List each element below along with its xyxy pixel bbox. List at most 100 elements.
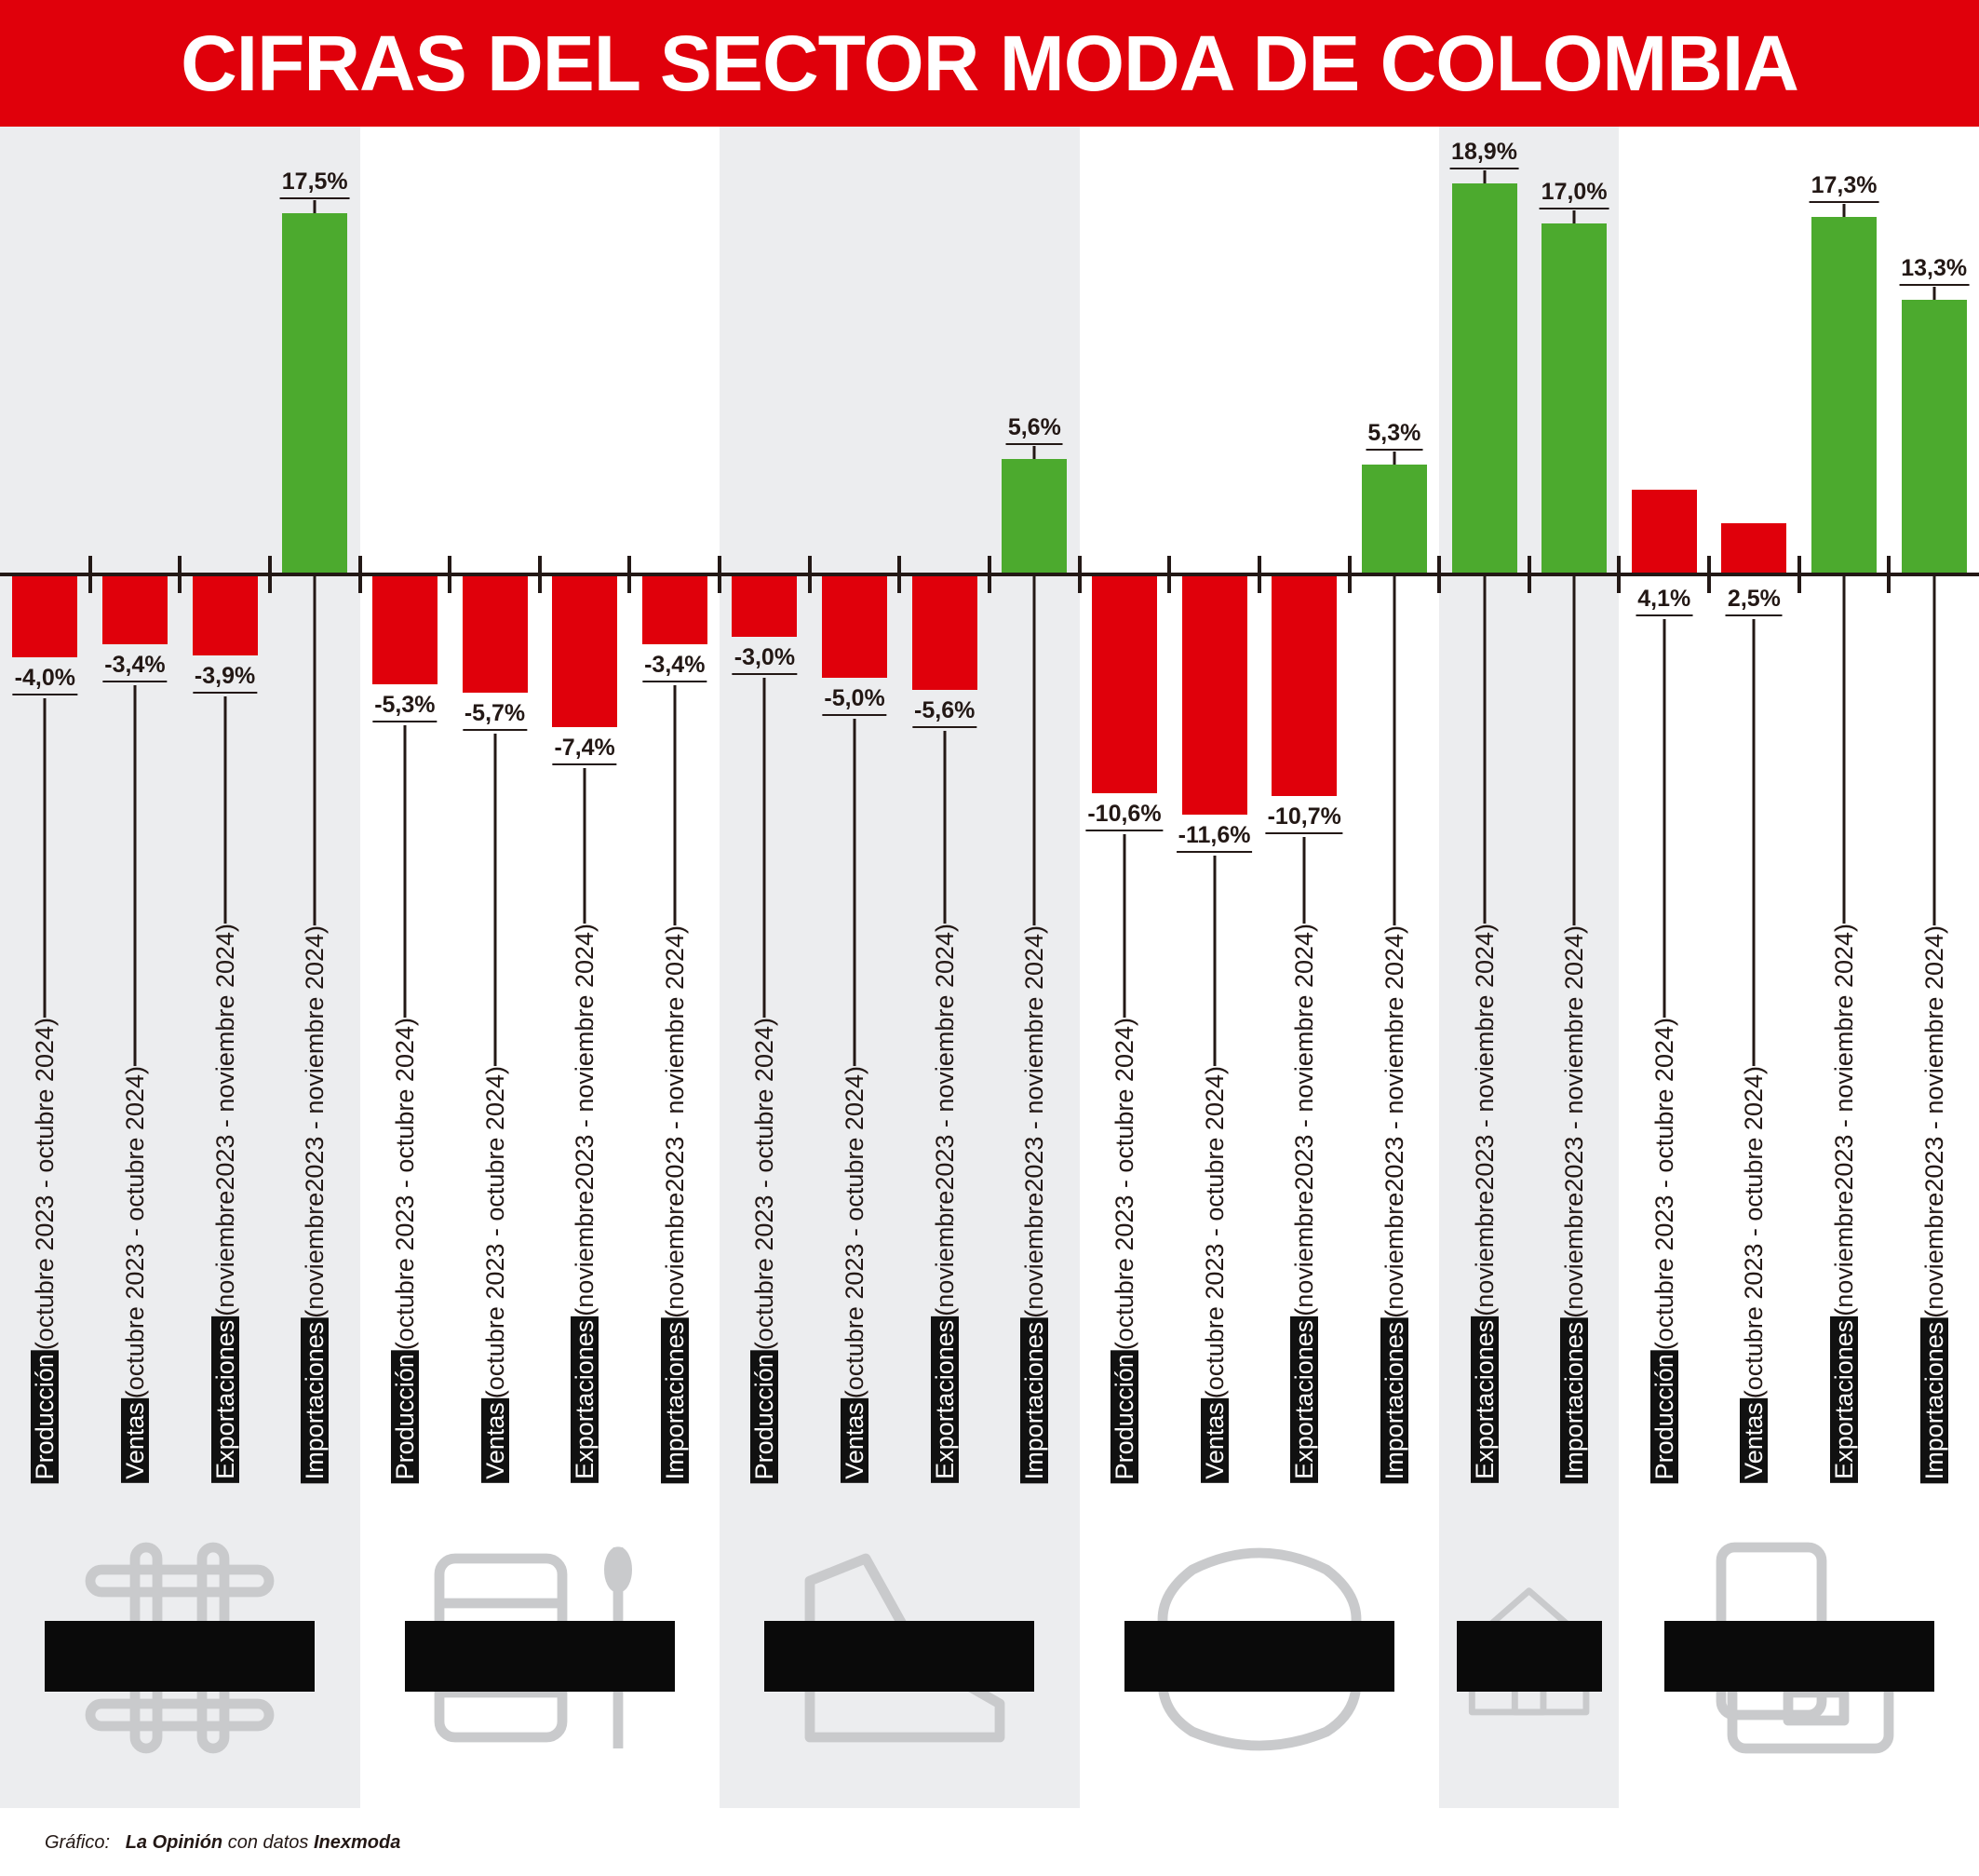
axis-label: Exportaciones(noviembre2023 - noviembre … <box>210 924 240 1483</box>
label-tick <box>1483 170 1486 184</box>
credit-provider: Inexmoda <box>314 1832 401 1853</box>
leader-line <box>1483 574 1486 925</box>
axis-label: Importaciones(noviembre2023 - noviembre … <box>1019 925 1049 1483</box>
axis-tick <box>627 556 632 593</box>
axis-tick <box>88 556 92 593</box>
value-label: -11,6% <box>1176 822 1253 853</box>
bar <box>1091 574 1157 794</box>
axis-tick <box>1617 556 1622 593</box>
metric-label: Importaciones <box>1380 1317 1408 1483</box>
period-label: (noviembre2023 - noviembre 2024) <box>1020 925 1049 1318</box>
bar <box>12 574 78 657</box>
period-label: (octubre 2023 - octubre 2024) <box>120 1066 149 1399</box>
leader-line <box>1932 574 1936 925</box>
axis-label: Importaciones(noviembre2023 - noviembre … <box>660 925 690 1483</box>
leader-line <box>943 731 947 925</box>
value-label: 2,5% <box>1725 586 1783 616</box>
leader-line <box>223 695 227 925</box>
bar <box>822 574 888 678</box>
bar <box>1181 574 1247 815</box>
metric-label: Importaciones <box>660 1317 689 1483</box>
period-label: (octubre 2023 - octubre 2024) <box>1110 1017 1138 1350</box>
leader-line <box>1032 574 1036 925</box>
value-label: -5,3% <box>372 692 438 722</box>
bar <box>1541 223 1608 574</box>
credit-source: La Opinión <box>125 1832 223 1853</box>
bar <box>1361 465 1427 574</box>
metric-label: Ventas <box>480 1398 509 1483</box>
value-label: -4,0% <box>12 665 77 695</box>
axis-label: Importaciones(noviembre2023 - noviembre … <box>300 925 330 1483</box>
axis-tick <box>897 556 902 593</box>
bar <box>1811 216 1878 574</box>
leader-line <box>583 768 586 925</box>
category-label <box>1124 1621 1394 1692</box>
leader-line <box>1572 574 1576 925</box>
axis-tick <box>537 556 542 593</box>
bar <box>282 212 348 574</box>
category-label <box>764 1621 1035 1692</box>
axis-label: Exportaciones(noviembre2023 - noviembre … <box>1829 924 1859 1483</box>
axis-tick <box>1707 556 1712 593</box>
value-label: -3,0% <box>732 644 798 675</box>
metric-label: Exportaciones <box>571 1316 599 1483</box>
bar <box>101 574 168 645</box>
axis-label: Producción(octubre 2023 - octubre 2024) <box>749 1018 779 1483</box>
bar <box>1901 299 1967 574</box>
axis-tick <box>718 556 722 593</box>
metric-label: Exportaciones <box>930 1316 959 1483</box>
axis-tick <box>1887 556 1891 593</box>
period-label: (noviembre2023 - noviembre 2024) <box>571 924 599 1316</box>
axis-tick <box>1257 556 1261 593</box>
bar <box>371 574 438 684</box>
leader-line <box>403 724 407 1018</box>
axis-tick <box>988 556 991 593</box>
metric-label: Ventas <box>1740 1398 1769 1483</box>
axis-label: Ventas(octubre 2023 - octubre 2024) <box>480 1066 510 1483</box>
value-label: 5,3% <box>1366 420 1423 452</box>
label-tick <box>1842 203 1846 217</box>
axis-label: Importaciones(noviembre2023 - noviembre … <box>1919 925 1949 1483</box>
axis-label: Ventas(octubre 2023 - octubre 2024) <box>840 1066 869 1483</box>
leader-line <box>43 697 47 1018</box>
group-band-2 <box>720 127 1080 1808</box>
metric-label: Producción <box>31 1349 60 1483</box>
axis-tick <box>807 556 812 593</box>
value-label: 13,3% <box>1899 255 1970 286</box>
axis-label: Importaciones(noviembre2023 - noviembre … <box>1559 925 1589 1483</box>
bar <box>641 574 707 645</box>
value-label: -5,6% <box>912 697 977 729</box>
bar <box>552 574 618 728</box>
shoe-icon <box>804 1553 1005 1743</box>
metric-label: Producción <box>750 1349 779 1483</box>
leader-line <box>1213 855 1217 1067</box>
value-label: -10,7% <box>1265 803 1343 834</box>
label-tick <box>1393 452 1396 466</box>
metric-label: Exportaciones <box>1830 1316 1859 1483</box>
period-label: (noviembre2023 - noviembre 2024) <box>1380 925 1408 1318</box>
category-label <box>1456 1621 1602 1692</box>
bar <box>1451 183 1517 574</box>
metric-label: Exportaciones <box>1470 1316 1499 1483</box>
metric-label: Importaciones <box>1020 1317 1049 1483</box>
metric-label: Importaciones <box>1919 1317 1948 1483</box>
bar <box>911 574 977 691</box>
axis-tick <box>1437 556 1442 593</box>
metric-label: Producción <box>1649 1349 1678 1483</box>
axis-tick <box>1797 556 1801 593</box>
axis-tick <box>1527 556 1531 593</box>
bar <box>1002 458 1068 574</box>
period-label: (octubre 2023 - octubre 2024) <box>480 1066 509 1399</box>
metric-label: Ventas <box>841 1398 869 1483</box>
source-credit: Gráfico: La Opinión con datos Inexmoda <box>45 1832 400 1854</box>
period-label: (octubre 2023 - octubre 2024) <box>1740 1066 1769 1399</box>
leader-line <box>673 685 677 925</box>
period-label: (noviembre2023 - noviembre 2024) <box>210 924 239 1316</box>
axis-label: Producción(octubre 2023 - octubre 2024) <box>1649 1018 1679 1483</box>
metric-label: Importaciones <box>301 1317 330 1483</box>
value-label: 17,5% <box>279 169 350 199</box>
metric-label: Importaciones <box>1560 1317 1589 1483</box>
metric-label: Producción <box>1110 1349 1138 1483</box>
period-label: (octubre 2023 - octubre 2024) <box>841 1066 869 1399</box>
leader-line <box>1302 836 1306 925</box>
